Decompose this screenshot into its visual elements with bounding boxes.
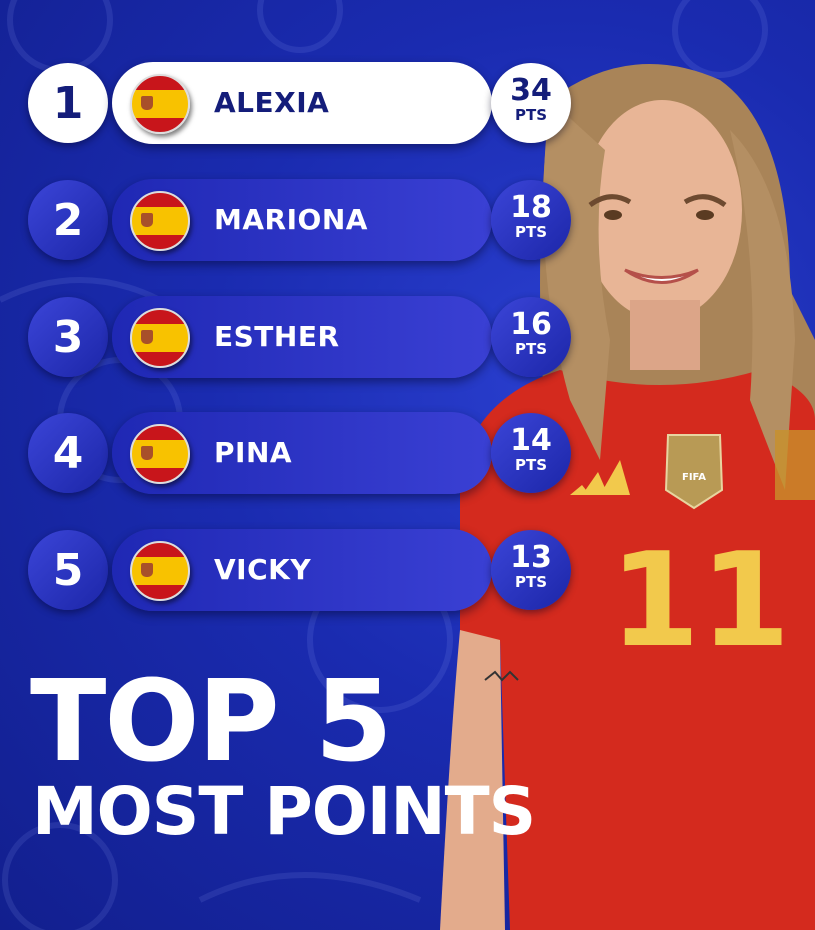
player-pill: MARIONA (112, 179, 492, 261)
rank-badge: 2 (28, 180, 108, 260)
player-name: PINA (214, 436, 293, 469)
points-unit: PTS (514, 573, 548, 591)
player-name: ESTHER (214, 320, 340, 353)
player-name: ALEXIA (214, 86, 330, 119)
player-pill: VICKY (112, 529, 492, 611)
spain-crest-icon (775, 430, 815, 500)
adidas-stripes-icon (570, 460, 630, 495)
player-pill: ESTHER (112, 296, 492, 378)
points-unit: PTS (514, 340, 548, 358)
points-badge: 18 PTS (491, 180, 571, 260)
jersey-number: 11 (610, 524, 791, 676)
player-name: MARIONA (214, 203, 368, 236)
player-pill: PINA (112, 412, 492, 494)
svg-text:FIFA: FIFA (682, 472, 706, 483)
leaderboard-row-5: 5 VICKY 13 PTS (28, 529, 573, 611)
points-badge: 16 PTS (491, 297, 571, 377)
spain-flag-icon (130, 541, 190, 601)
leaderboard-row-4: 4 PINA 14 PTS (28, 412, 573, 494)
headline: TOP 5 (30, 657, 393, 787)
points-value: 34 (510, 73, 552, 108)
rank-badge: 4 (28, 413, 108, 493)
points-badge: 14 PTS (491, 413, 571, 493)
spain-flag-icon (130, 191, 190, 251)
leaderboard-row-2: 2 MARIONA 18 PTS (28, 179, 573, 261)
points-unit: PTS (514, 106, 548, 124)
points-badge: 34 PTS (491, 63, 571, 143)
tattoo-icon (484, 670, 519, 682)
spain-flag-icon (130, 74, 190, 134)
player-photo: FIFA 11 (440, 64, 815, 930)
leaderboard-row-3: 3 ESTHER 16 PTS (28, 296, 573, 378)
points-value: 16 (510, 307, 552, 342)
leaderboard-row-1: 1 ALEXIA 34 PTS (28, 62, 573, 144)
spain-flag-icon (130, 308, 190, 368)
points-badge: 13 PTS (491, 530, 571, 610)
rank-badge: 3 (28, 297, 108, 377)
points-value: 14 (510, 423, 552, 458)
rank-badge: 1 (28, 63, 108, 143)
subheadline: MOST POINTS (32, 773, 536, 850)
points-value: 18 (510, 190, 552, 225)
player-pill: ALEXIA (112, 62, 492, 144)
points-unit: PTS (514, 456, 548, 474)
fifa-champions-badge-icon (664, 434, 724, 510)
rank-badge: 5 (28, 530, 108, 610)
points-value: 13 (510, 540, 552, 575)
spain-flag-icon (130, 424, 190, 484)
player-name: VICKY (214, 553, 312, 586)
points-unit: PTS (514, 223, 548, 241)
